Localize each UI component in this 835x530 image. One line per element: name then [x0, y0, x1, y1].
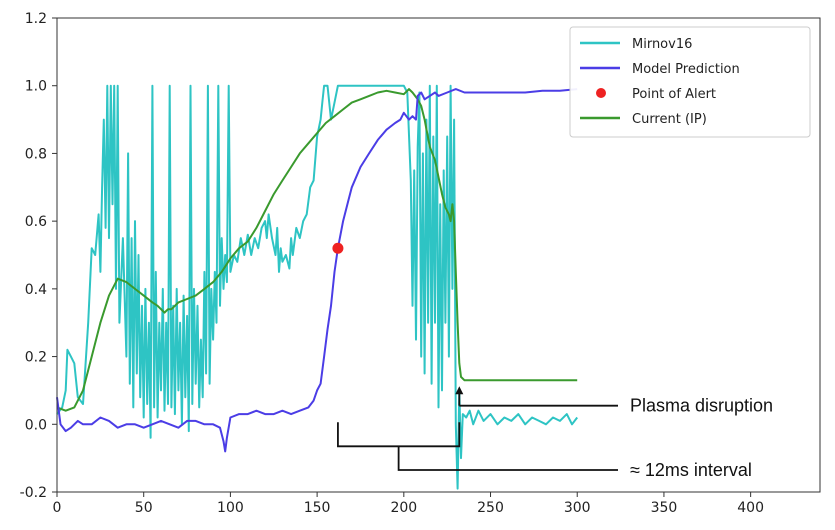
interval-leader-line	[397, 446, 618, 471]
y-tick-label: -0.2	[20, 485, 47, 501]
y-tick-label: 0.2	[25, 350, 47, 366]
plot-frame	[56, 17, 821, 493]
legend-swatch-point	[596, 88, 606, 98]
series-line-current-ip	[56, 88, 578, 412]
legend-label: Current (IP)	[632, 112, 707, 127]
series-layer	[56, 84, 578, 490]
legend-label: Point of Alert	[632, 87, 716, 102]
y-tick-label: 1.2	[25, 11, 47, 27]
y-tick-label: 0.0	[25, 417, 47, 433]
y-tick-label: 0.8	[25, 146, 47, 162]
y-axis: -0.2 0.0 0.2 0.4 0.6 0.8 1.0 1.2	[20, 11, 57, 501]
legend-box	[569, 26, 811, 138]
y-tick-label: 1.0	[25, 79, 47, 95]
x-tick-label: 400	[737, 500, 764, 516]
x-tick-label: 100	[217, 500, 244, 516]
y-tick-label: 0.4	[25, 282, 47, 298]
annotations-layer: Plasma disruption ≈ 12ms interval	[337, 386, 773, 480]
x-tick-label: 250	[477, 500, 504, 516]
x-axis: 0 50 100 150 200 250 300 350 400	[53, 492, 764, 516]
x-tick-label: 300	[564, 500, 591, 516]
alert-point	[332, 242, 344, 254]
x-tick-label: 350	[651, 500, 678, 516]
legend-label: Model Prediction	[632, 62, 740, 77]
legend: Mirnov16 Model Prediction Point of Alert Cu…	[569, 26, 811, 138]
annotation-interval: ≈ 12ms interval	[630, 460, 752, 480]
x-tick-label: 50	[135, 500, 153, 516]
x-tick-label: 200	[390, 500, 417, 516]
legend-label: Mirnov16	[632, 37, 692, 52]
y-tick-label: 0.6	[25, 214, 47, 230]
annotation-plasma-disruption: Plasma disruption	[630, 396, 773, 416]
series-line-mirnov16	[56, 84, 578, 490]
x-tick-label: 0	[53, 500, 62, 516]
disruption-arrow-head	[455, 386, 464, 395]
x-tick-label: 150	[304, 500, 331, 516]
series-line-model-prediction	[56, 88, 578, 453]
